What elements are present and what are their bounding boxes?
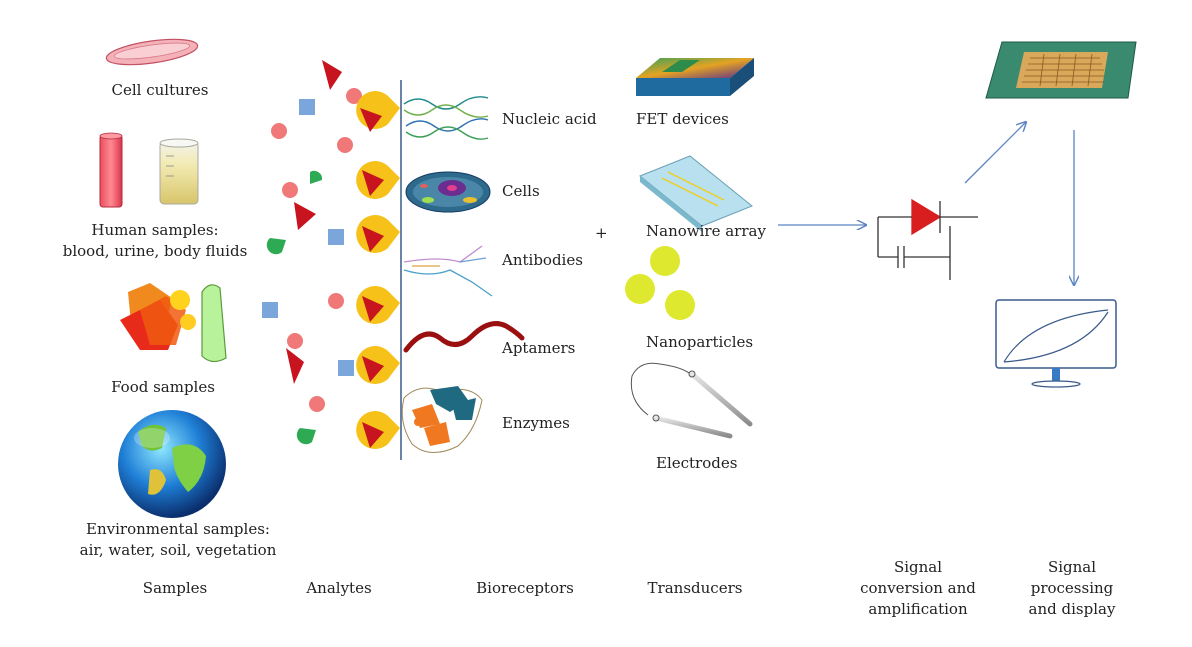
- label-nucleic-acid: Nucleic acid: [502, 110, 597, 128]
- food-icon: [120, 283, 227, 363]
- column-signal-conversion-line1: Signal: [893, 558, 943, 576]
- receptor-site-4: [356, 286, 400, 324]
- blood-tube-icon: [99, 132, 123, 208]
- column-signal-processing-line2: processing: [1030, 579, 1114, 597]
- label-electrodes: Electrodes: [656, 454, 738, 472]
- label-cell-cultures: Cell cultures: [111, 81, 209, 99]
- receptor-site-2: [356, 161, 400, 200]
- antibodies-icon: [403, 245, 493, 297]
- analytes-group: [262, 60, 400, 449]
- receptor-site-3: [356, 214, 400, 253]
- column-analytes: Analytes: [306, 579, 372, 597]
- column-signal-processing-line3: and display: [1028, 600, 1116, 618]
- label-fet-devices: FET devices: [636, 110, 729, 128]
- nanowire-array-icon: [639, 155, 753, 232]
- label-nanoparticles: Nanoparticles: [646, 333, 754, 351]
- label-cells: Cells: [502, 182, 540, 200]
- column-transducers: Transducers: [647, 579, 743, 597]
- column-bioreceptors: Bioreceptors: [476, 579, 574, 597]
- column-signal-conversion-line2: conversion and: [860, 579, 976, 597]
- column-samples: Samples: [142, 579, 208, 597]
- enzyme-icon: [401, 386, 483, 453]
- cell-icon: [405, 171, 491, 213]
- globe-icon: [118, 410, 226, 518]
- label-environmental-line1: Environmental samples:: [86, 520, 270, 538]
- urine-beaker-icon: [159, 138, 199, 205]
- label-environmental-line2: air, water, soil, vegetation: [79, 541, 277, 559]
- arrow-to-chip: [964, 122, 1026, 184]
- label-human-samples-line1: Human samples:: [91, 221, 219, 239]
- receptor-site-1: [356, 91, 400, 132]
- column-signal-processing-line1: Signal: [1047, 558, 1097, 576]
- aptamer-icon: [403, 321, 525, 353]
- plus-sign: +: [595, 224, 608, 242]
- fet-device-icon: [636, 58, 754, 96]
- nanoparticles-icon: [625, 246, 695, 320]
- petri-dish-icon: [105, 38, 199, 66]
- chip-icon: [985, 41, 1137, 99]
- nucleic-acid-icon: [403, 96, 489, 140]
- column-signal-conversion-line3: amplification: [868, 600, 968, 618]
- electrodes-icon: [630, 362, 753, 439]
- label-enzymes: Enzymes: [502, 414, 570, 432]
- label-antibodies: Antibodies: [502, 251, 583, 269]
- label-food-samples: Food samples: [111, 378, 215, 396]
- receptor-site-6: [356, 411, 400, 449]
- label-aptamers: Aptamers: [502, 339, 576, 357]
- amplifier-circuit-icon: [877, 198, 978, 280]
- label-human-samples-line2: blood, urine, body fluids: [62, 242, 248, 260]
- label-nanowire-array: Nanowire array: [646, 222, 766, 240]
- receptor-site-5: [356, 345, 400, 385]
- monitor-icon: [995, 299, 1117, 388]
